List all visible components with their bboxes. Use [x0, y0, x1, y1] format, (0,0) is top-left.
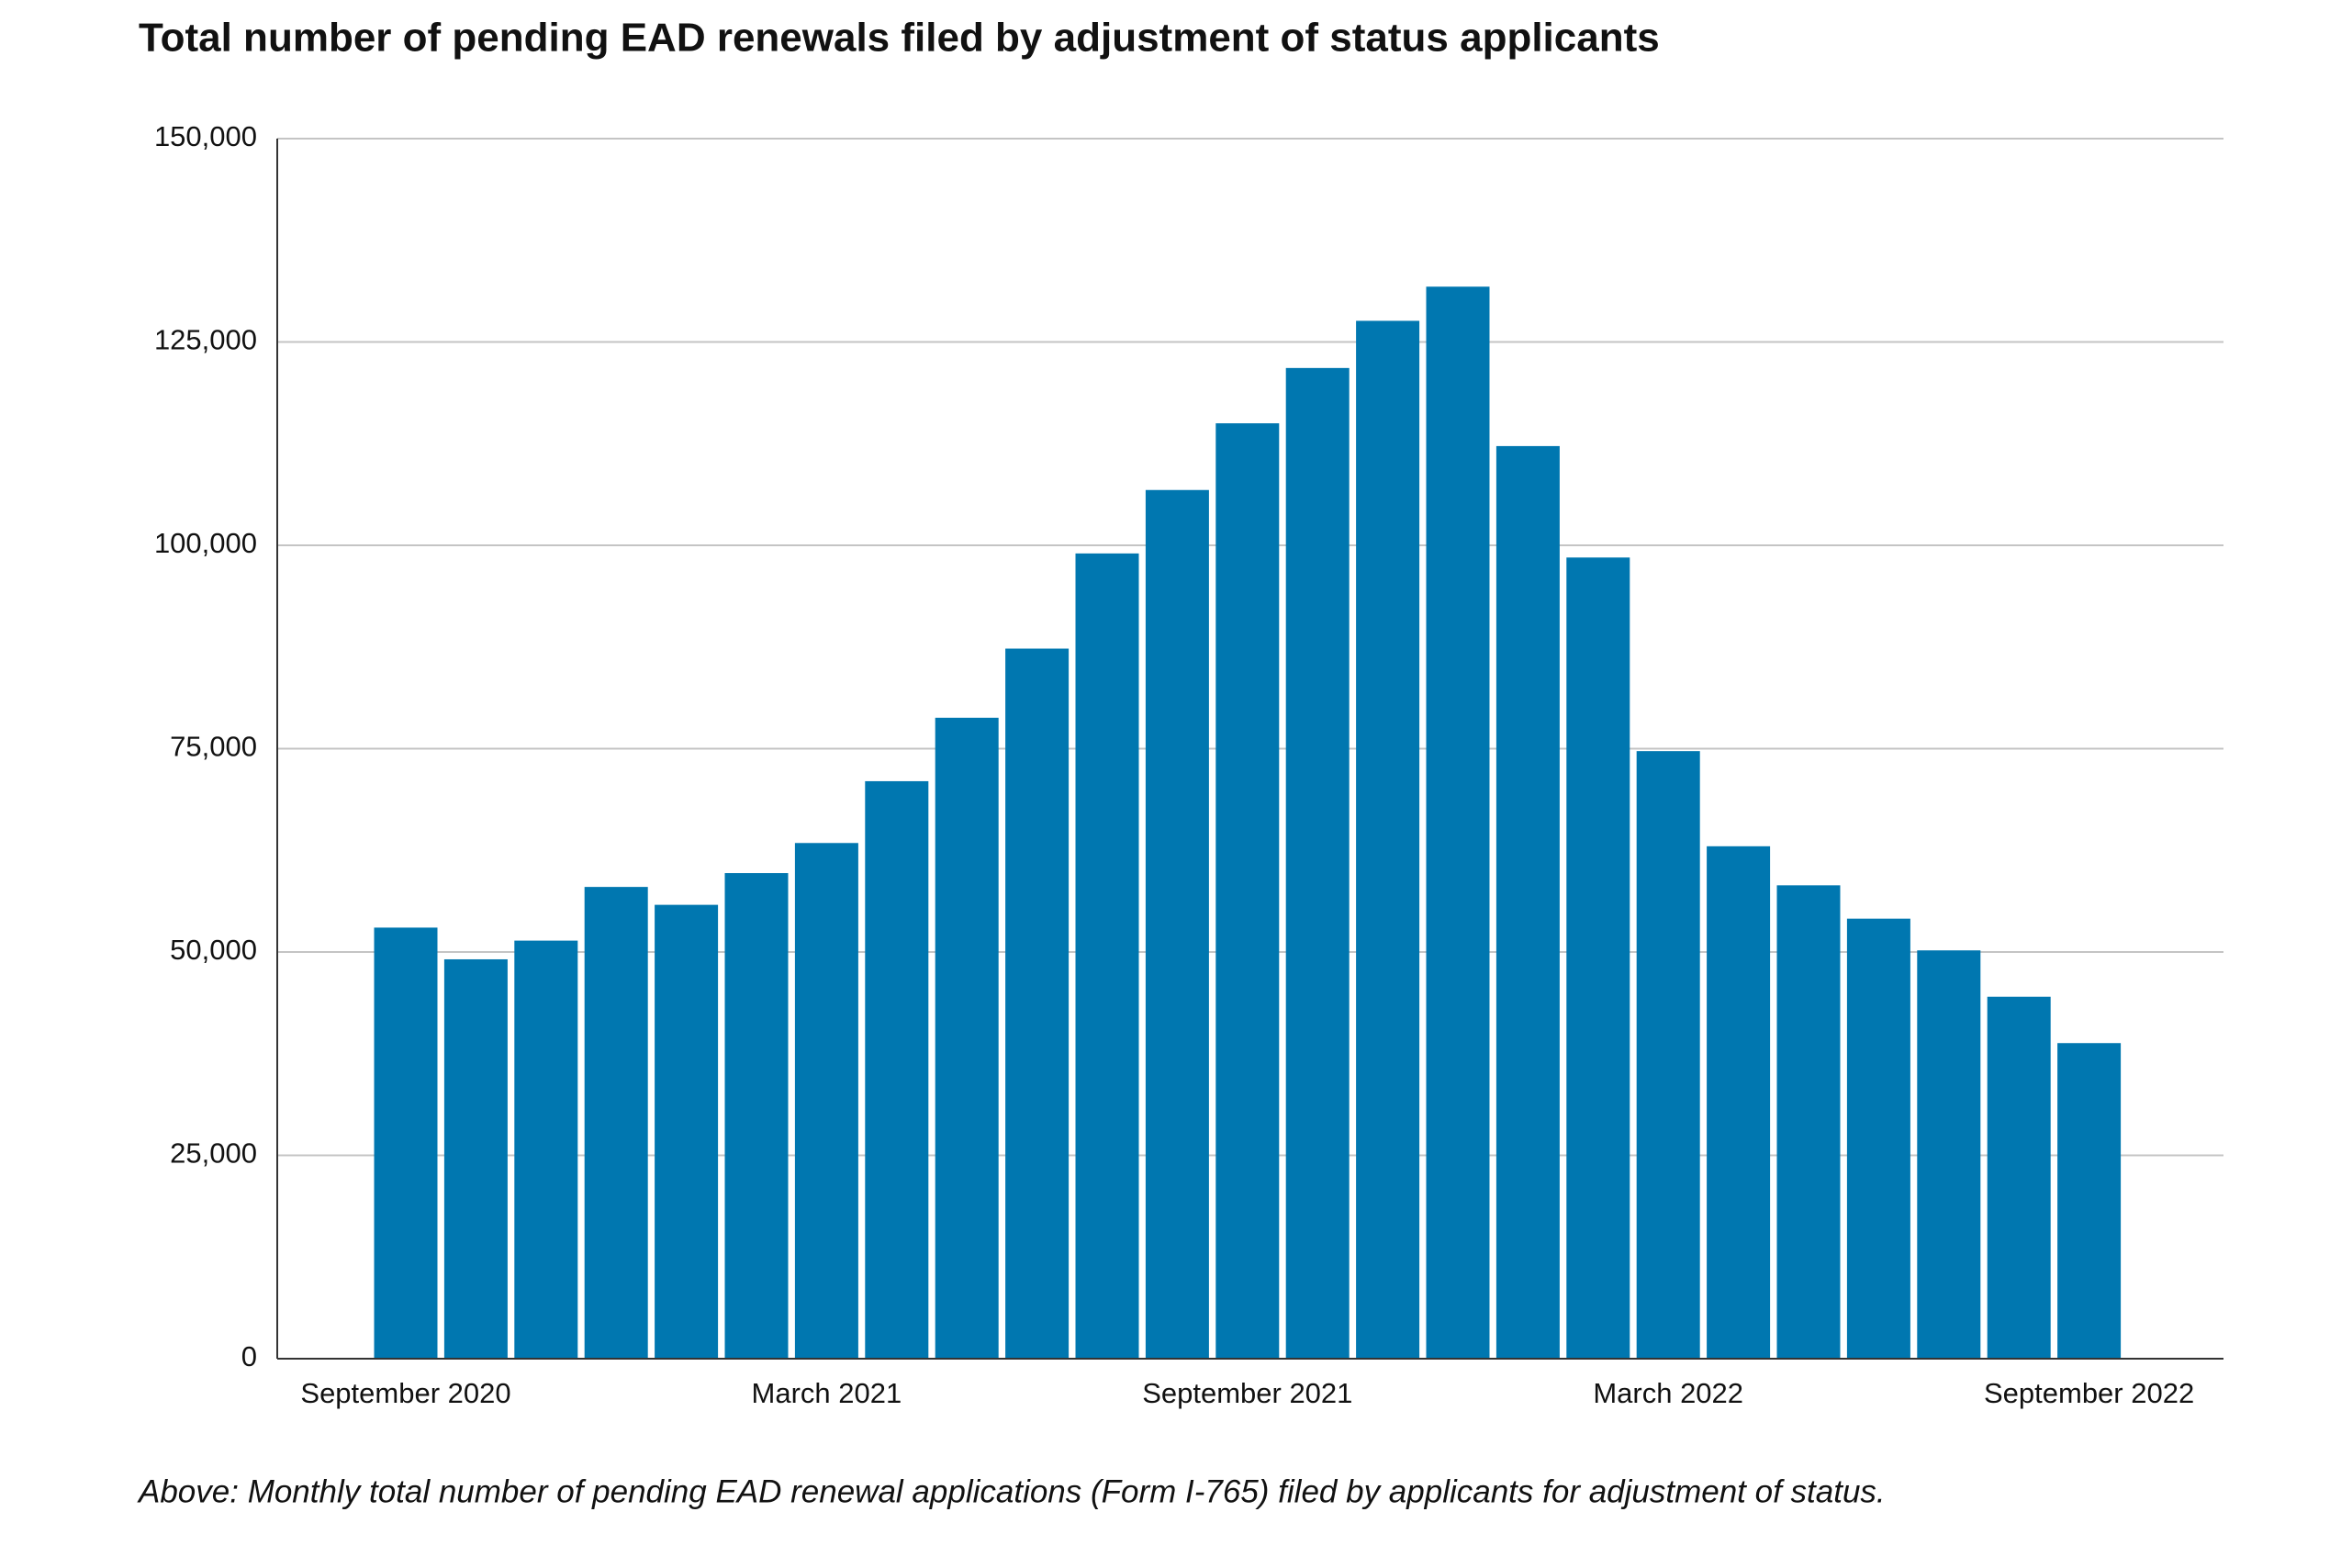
bar — [1636, 751, 1700, 1359]
bar — [794, 843, 858, 1359]
bar — [1356, 320, 1420, 1359]
bar — [1776, 885, 1841, 1359]
y-tick-label: 25,000 — [170, 1137, 257, 1170]
y-tick-label: 75,000 — [170, 731, 257, 763]
bar — [1005, 648, 1070, 1359]
x-tick-label: September 2021 — [1142, 1377, 1352, 1409]
bar — [1426, 286, 1490, 1360]
bar — [584, 887, 648, 1359]
bar — [1566, 557, 1630, 1359]
bar — [1145, 489, 1209, 1359]
bar — [935, 717, 999, 1359]
y-tick-label: 150,000 — [154, 120, 257, 152]
bar — [865, 780, 929, 1359]
bar — [1215, 423, 1280, 1360]
y-tick-label: 0 — [241, 1340, 257, 1372]
bar — [1285, 367, 1350, 1359]
bar — [1075, 553, 1139, 1359]
y-tick-label: 50,000 — [170, 934, 257, 966]
x-tick-label: March 2022 — [1593, 1377, 1743, 1409]
caption: Above: Monthly total number of pending E… — [137, 1473, 1886, 1509]
bar — [1917, 950, 1981, 1359]
chart-title: Total number of pending EAD renewals fil… — [139, 16, 1660, 61]
y-tick-label: 100,000 — [154, 527, 257, 559]
bar — [514, 940, 578, 1359]
bar — [1707, 846, 1771, 1359]
bar — [443, 958, 508, 1359]
x-tick-label: March 2021 — [752, 1377, 902, 1409]
bar — [1846, 918, 1910, 1359]
bar — [1987, 996, 2051, 1359]
bar — [724, 873, 789, 1359]
bar — [1495, 445, 1560, 1360]
x-tick-label: September 2020 — [300, 1377, 510, 1409]
bar — [655, 904, 719, 1359]
y-tick-label: 125,000 — [154, 324, 257, 356]
x-tick-label: September 2022 — [1984, 1377, 2194, 1409]
bar — [2057, 1043, 2122, 1359]
bar — [374, 927, 438, 1359]
